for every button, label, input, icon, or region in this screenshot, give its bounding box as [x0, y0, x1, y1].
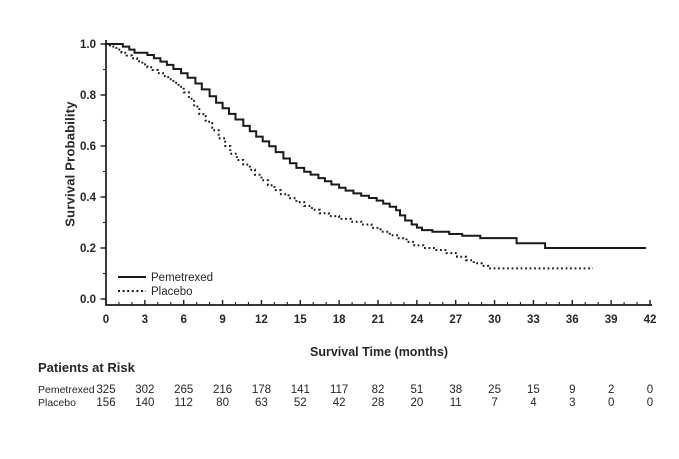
risk-count-pemetrexed-m27: 38 — [449, 384, 462, 396]
risk-count-placebo-m33: 4 — [530, 397, 537, 409]
risk-count-pemetrexed-m18: 117 — [330, 384, 348, 396]
x-tick-label: 30 — [488, 314, 501, 326]
risk-count-placebo-m27: 11 — [450, 397, 462, 409]
risk-count-placebo-m15: 52 — [294, 397, 307, 409]
risk-count-pemetrexed-m39: 2 — [608, 384, 614, 396]
risk-count-pemetrexed-m42: 0 — [647, 384, 653, 396]
risk-count-placebo-m6: 112 — [175, 397, 193, 409]
risk-count-pemetrexed-m15: 141 — [291, 384, 310, 396]
x-tick-label: 18 — [333, 314, 346, 326]
risk-count-pemetrexed-m30: 25 — [488, 384, 501, 396]
risk-count-pemetrexed-m33: 15 — [527, 384, 540, 396]
risk-count-placebo-m12: 63 — [255, 397, 268, 409]
risk-count-placebo-m0: 156 — [96, 397, 115, 409]
placebo-curve — [106, 43, 593, 270]
risk-count-pemetrexed-m21: 82 — [372, 384, 385, 396]
x-tick-label: 3 — [142, 314, 148, 326]
risk-table-title: Patients at Risk — [38, 360, 135, 375]
risk-count-placebo-m3: 140 — [135, 397, 154, 409]
x-tick-label: 21 — [372, 314, 385, 326]
y-axis-title: Survival Probability — [62, 101, 78, 227]
x-tick-label: 6 — [181, 314, 187, 326]
x-tick-label: 0 — [103, 314, 109, 326]
x-tick-label: 12 — [255, 314, 268, 326]
risk-row-label-pemetrexed: Pemetrexed — [38, 384, 95, 396]
y-tick-label: 1.0 — [80, 39, 96, 51]
risk-count-placebo-m39: 0 — [608, 397, 614, 409]
x-tick-label: 39 — [605, 314, 618, 326]
pemetrexed-curve — [106, 43, 647, 249]
y-tick-label: 0.8 — [80, 90, 97, 102]
x-axis-title: Survival Time (months) — [310, 345, 448, 359]
risk-count-pemetrexed-m3: 302 — [135, 384, 154, 396]
risk-count-placebo-m18: 42 — [333, 397, 346, 409]
risk-count-pemetrexed-m6: 265 — [174, 384, 193, 396]
risk-count-pemetrexed-m0: 325 — [96, 384, 115, 396]
risk-count-placebo-m30: 7 — [491, 397, 497, 409]
risk-count-pemetrexed-m36: 9 — [569, 384, 575, 396]
legend-label-placebo: Placebo — [151, 286, 193, 298]
x-tick-label: 33 — [527, 314, 540, 326]
x-tick-label: 9 — [219, 314, 225, 326]
x-tick-label: 15 — [294, 314, 307, 326]
x-tick-label: 42 — [644, 314, 657, 326]
risk-count-placebo-m21: 28 — [372, 397, 385, 409]
risk-count-placebo-m36: 3 — [569, 397, 575, 409]
legend-label-pemetrexed: Pemetrexed — [151, 272, 213, 284]
risk-count-placebo-m9: 80 — [216, 397, 229, 409]
y-tick-label: 0.2 — [80, 243, 96, 255]
risk-count-placebo-m42: 0 — [647, 397, 653, 409]
y-tick-label: 0.0 — [80, 294, 96, 306]
x-tick-label: 27 — [449, 314, 462, 326]
risk-count-pemetrexed-m12: 178 — [252, 384, 271, 396]
x-tick-label: 24 — [410, 314, 423, 326]
risk-count-pemetrexed-m24: 51 — [410, 384, 423, 396]
y-tick-label: 0.6 — [80, 141, 96, 153]
risk-count-pemetrexed-m9: 216 — [213, 384, 232, 396]
y-tick-label: 0.4 — [80, 192, 97, 204]
risk-count-placebo-m24: 20 — [410, 397, 423, 409]
x-tick-label: 36 — [566, 314, 579, 326]
risk-row-label-placebo: Placebo — [38, 397, 76, 409]
